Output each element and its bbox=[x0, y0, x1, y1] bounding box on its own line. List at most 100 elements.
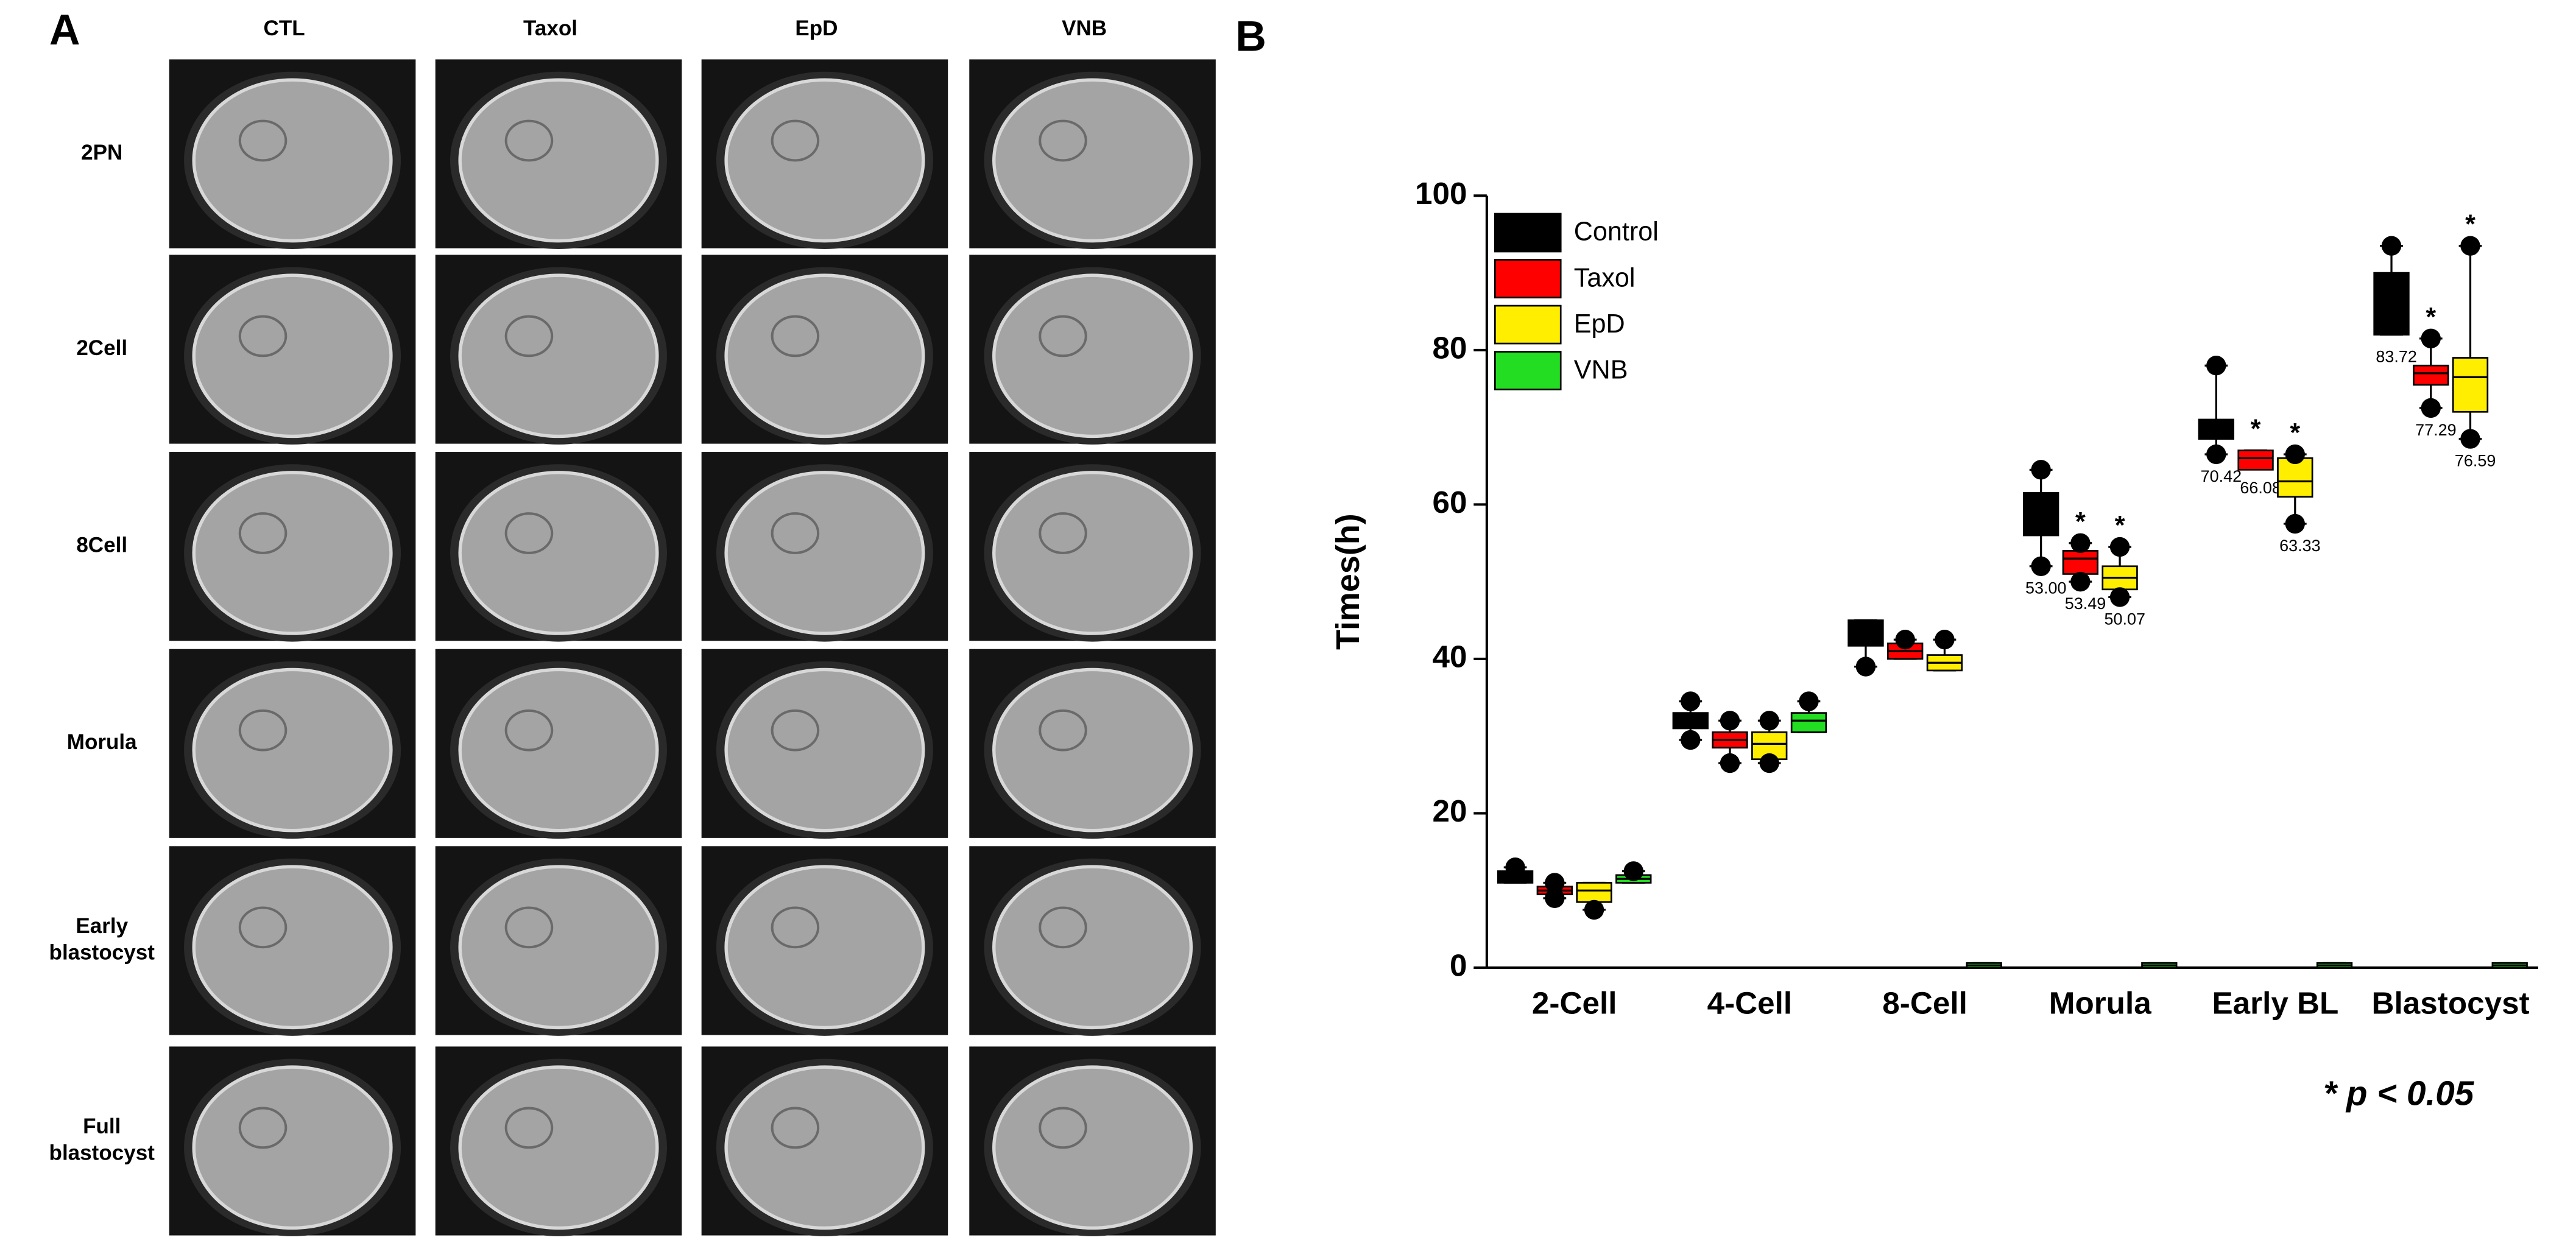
pronucleus bbox=[771, 1107, 820, 1149]
outlier-dot bbox=[2109, 587, 2130, 607]
box bbox=[2413, 364, 2449, 386]
x-tick-label: 4-Cell bbox=[1707, 986, 1793, 1021]
outlier-dot bbox=[2031, 460, 2051, 480]
embryo bbox=[992, 78, 1193, 243]
image-grid: CTL Taxol EpD VNB2PN2Cell8CellMorulaEarlybl… bbox=[49, 16, 1216, 1236]
outlier-dot bbox=[2285, 444, 2305, 465]
embryo bbox=[724, 471, 925, 635]
pronucleus bbox=[1039, 1107, 1087, 1149]
embryo bbox=[724, 1065, 925, 1230]
outlier-dot bbox=[1759, 753, 1779, 773]
outlier-dot bbox=[2460, 236, 2480, 256]
embryo bbox=[192, 471, 393, 635]
outlier-dot bbox=[1799, 691, 1819, 711]
y-tick-label: 80 bbox=[1432, 330, 1467, 365]
row-label: 2Cell bbox=[76, 336, 127, 360]
pronucleus bbox=[238, 709, 288, 752]
row-label: Early bbox=[76, 914, 128, 938]
box-chart: 0 20 40 60 80 100 Times(h) 2-Cell 4-Cell 8-Cell Mo… bbox=[1330, 176, 2538, 1113]
pronucleus bbox=[771, 119, 820, 162]
column-label: EpD bbox=[795, 16, 838, 40]
y-tick-label: 20 bbox=[1432, 794, 1467, 828]
mean-label: 66.08 bbox=[2240, 479, 2281, 497]
embryo bbox=[724, 273, 925, 438]
mean-label: 77.29 bbox=[2415, 421, 2457, 439]
legend-swatch bbox=[1494, 259, 1562, 298]
significance-star: * bbox=[2426, 303, 2436, 332]
box bbox=[2277, 457, 2313, 498]
pronucleus bbox=[504, 512, 554, 554]
note: * p < 0.05 bbox=[2323, 1074, 2475, 1113]
outlier-dot bbox=[1623, 861, 1643, 881]
box bbox=[2022, 492, 2059, 537]
outlier-dot bbox=[2421, 398, 2441, 418]
column-label: Taxol bbox=[523, 16, 577, 40]
outlier-dot bbox=[1720, 753, 1740, 773]
x-tick-label: 2-Cell bbox=[1532, 986, 1617, 1021]
x-tick-label: 8-Cell bbox=[1882, 986, 1967, 1021]
outlier-dot bbox=[2421, 328, 2441, 349]
row-label: 8Cell bbox=[76, 533, 127, 557]
embryo bbox=[192, 78, 393, 243]
legend-swatch bbox=[1494, 305, 1562, 345]
pronucleus bbox=[238, 512, 288, 554]
y-tick-label: 100 bbox=[1415, 176, 1467, 211]
pronucleus bbox=[771, 512, 820, 554]
y-tick-label: 60 bbox=[1432, 485, 1467, 519]
embryo bbox=[458, 1065, 659, 1230]
row-label: blastocyst bbox=[49, 1141, 155, 1164]
pronucleus bbox=[504, 119, 554, 162]
embryo bbox=[458, 865, 659, 1030]
x-tick-label: Blastocyst bbox=[2372, 986, 2530, 1021]
embryo bbox=[724, 667, 925, 833]
outlier-dot bbox=[1681, 691, 1701, 711]
row-label: blastocyst bbox=[49, 940, 155, 964]
outlier-dot bbox=[1720, 711, 1740, 731]
significance-star: * bbox=[2465, 210, 2475, 239]
embryo bbox=[724, 865, 925, 1030]
outlier-dot bbox=[1895, 630, 1915, 650]
pronucleus bbox=[1039, 906, 1087, 949]
box bbox=[2237, 449, 2274, 471]
mean-label: 63.33 bbox=[2279, 537, 2321, 555]
row-label: Morula bbox=[67, 730, 137, 754]
outlier-dot bbox=[1545, 873, 1565, 893]
embryo bbox=[458, 667, 659, 833]
outlier-dot bbox=[2206, 356, 2226, 376]
pronucleus bbox=[238, 906, 288, 949]
mean-label: 53.49 bbox=[2065, 594, 2106, 613]
x-tick-label: Early BL bbox=[2212, 986, 2338, 1021]
outlier-dot bbox=[1759, 711, 1779, 731]
mean-label: 53.00 bbox=[2025, 579, 2067, 597]
pronucleus bbox=[238, 1107, 288, 1149]
outlier-dot bbox=[2206, 444, 2226, 465]
embryo bbox=[192, 273, 393, 438]
pronucleus bbox=[1039, 709, 1087, 752]
embryo bbox=[992, 471, 1193, 635]
mean-label: 70.42 bbox=[2201, 467, 2242, 485]
embryo bbox=[724, 78, 925, 243]
box bbox=[1847, 619, 1884, 647]
outlier-dot bbox=[1545, 888, 1565, 909]
outlier-dot bbox=[1935, 630, 1955, 650]
pronucleus bbox=[504, 315, 554, 357]
pronucleus bbox=[504, 1107, 554, 1149]
embryo bbox=[192, 667, 393, 833]
legend-label: Control bbox=[1574, 217, 1659, 247]
embryo bbox=[992, 667, 1193, 833]
outlier-dot bbox=[2381, 236, 2402, 256]
outlier-dot bbox=[2070, 533, 2091, 553]
y-tick-label: 40 bbox=[1432, 639, 1467, 674]
legend-label: VNB bbox=[1574, 355, 1628, 384]
pronucleus bbox=[1039, 512, 1087, 554]
box bbox=[2062, 550, 2099, 575]
mean-label: 83.72 bbox=[2376, 347, 2417, 365]
legend-label: Taxol bbox=[1574, 263, 1636, 292]
significance-star: * bbox=[2290, 418, 2300, 448]
embryo bbox=[992, 273, 1193, 438]
outlier-dot bbox=[1584, 900, 1604, 920]
column-label: VNB bbox=[1062, 16, 1107, 40]
outlier-dot bbox=[2460, 429, 2480, 449]
mean-label: 76.59 bbox=[2455, 452, 2496, 470]
legend-swatch bbox=[1494, 351, 1562, 390]
